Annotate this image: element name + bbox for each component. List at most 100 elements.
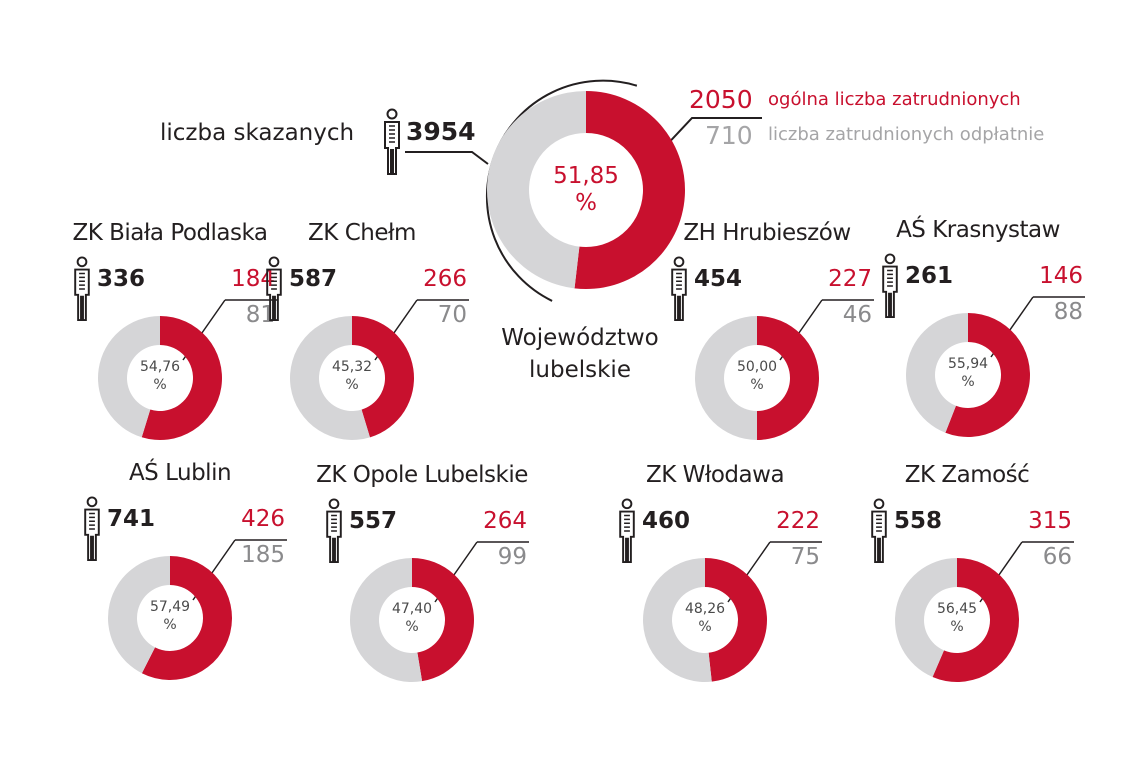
percent-unit: %: [405, 619, 419, 635]
facility-unit: ZK Biała Podlaska 336 184 81 54,76%: [55, 220, 285, 450]
donut-chart: [108, 556, 232, 680]
person-icon: [323, 498, 345, 564]
legend-employed: ogólna liczba zatrudnionych: [768, 89, 1021, 110]
percent-value: 56,45: [936, 601, 978, 617]
convicted-count: 460: [642, 508, 691, 534]
donut-slice-employed: [705, 558, 768, 682]
donut-chart: [290, 316, 414, 440]
percent-unit: %: [345, 377, 359, 393]
percent-value: 57,49: [149, 599, 191, 615]
convicted-count: 587: [289, 266, 338, 292]
paid-count: 99: [497, 544, 527, 570]
person-icon: [868, 498, 890, 564]
facility-name: ZK Opole Lubelskie: [316, 462, 528, 488]
percent-unit: %: [698, 619, 712, 635]
donut-slice-rest: [643, 558, 712, 682]
facility-unit: AŚ Krasnystaw 261 146 88 55,94%: [863, 217, 1093, 447]
paid-count: 66: [1042, 544, 1072, 570]
percent-unit: %: [950, 619, 964, 635]
convicted-count: 454: [694, 266, 743, 292]
person-icon: [263, 256, 285, 322]
person-icon: [71, 256, 93, 322]
percent-value: 54,76: [139, 359, 181, 375]
donut-chart: [694, 316, 819, 440]
employed-count: 315: [1028, 508, 1072, 534]
donut-slice-rest: [895, 558, 957, 677]
donut-slice-employed: [352, 316, 414, 438]
person-icon: [616, 498, 638, 564]
facility-unit: ZK Opole Lubelskie 557 264 99 47,40%: [307, 462, 537, 692]
facility-name: ZK Zamość: [904, 462, 1030, 488]
convicted-count: 557: [349, 508, 398, 534]
convicted-count: 336: [97, 266, 146, 292]
main-convicted: 3954: [406, 117, 476, 146]
donut-slice-rest: [906, 313, 968, 433]
donut-chart: [350, 558, 475, 682]
employed-count: 222: [776, 508, 820, 534]
paid-count: 46: [842, 302, 872, 328]
facility-name: ZK Biała Podlaska: [72, 220, 268, 246]
donut-slice-employed: [574, 91, 685, 289]
donut-slice-employed: [757, 316, 819, 440]
paid-count: 185: [241, 542, 285, 568]
donut-chart: [98, 316, 222, 440]
percent-unit: %: [750, 377, 764, 393]
convicted-count: 261: [905, 263, 954, 289]
donut-slice-employed: [932, 558, 1019, 682]
donut-slice-rest: [486, 91, 586, 289]
legend-paid: liczba zatrudnionych odpłatnie: [768, 124, 1045, 145]
donut-slice-employed: [141, 556, 232, 680]
employed-count: 264: [483, 508, 527, 534]
donut-slice-employed: [141, 316, 222, 440]
percent-unit: %: [153, 377, 167, 393]
donut-chart: [906, 313, 1030, 437]
main-employed: 2050: [689, 85, 753, 114]
leader-convicted: [405, 151, 489, 165]
percent-value: 50,00: [736, 359, 778, 375]
convicted-count: 741: [107, 506, 156, 532]
employed-count: 426: [241, 506, 285, 532]
facility-unit: ZH Hrubieszów 454 227 46 50,00%: [652, 220, 882, 450]
person-icon: [668, 256, 690, 322]
facility-name: ZK Włodawa: [645, 462, 785, 488]
facility-name: ZH Hrubieszów: [683, 220, 851, 246]
employed-count: 266: [423, 266, 467, 292]
employed-count: 146: [1039, 263, 1083, 289]
main-paid: 710: [705, 121, 753, 150]
facility-unit: ZK Zamość 558 315 66 56,45%: [852, 462, 1082, 692]
person-icon: [879, 253, 901, 319]
donut-chart: [895, 558, 1019, 682]
paid-count: 70: [437, 302, 467, 328]
donut-slice-rest: [290, 316, 370, 440]
donut-slice-rest: [108, 556, 170, 674]
facility-name: ZK Chełm: [308, 220, 416, 246]
facility-unit: ZK Włodawa 460 222 75 48,26%: [600, 462, 830, 692]
main-donut: [486, 91, 685, 289]
region-name-line1: Województwo: [501, 325, 659, 351]
paid-count: 75: [790, 544, 820, 570]
facility-name: AŚ Lublin: [128, 460, 232, 486]
donut-slice-rest: [694, 316, 757, 440]
person-icon: [81, 496, 103, 562]
person-icon: [381, 108, 403, 176]
region-name-line2: lubelskie: [529, 357, 631, 383]
paid-count: 88: [1053, 299, 1083, 325]
percent-unit: %: [163, 617, 177, 633]
donut-slice-employed: [412, 558, 475, 682]
percent-value: 48,26: [684, 601, 726, 617]
facility-unit: AŚ Lublin 741 426 185 57,49%: [65, 460, 295, 690]
percent-unit: %: [961, 374, 975, 390]
main-percent-value: 51,85: [553, 163, 619, 189]
percent-value: 47,40: [391, 601, 433, 617]
main-percent-unit: %: [575, 190, 597, 216]
donut-slice-rest: [98, 316, 160, 438]
facility-name: AŚ Krasnystaw: [896, 217, 1060, 243]
employed-count: 227: [828, 266, 872, 292]
label-convicted: liczba skazanych: [160, 120, 355, 146]
facility-unit: ZK Chełm 587 266 70 45,32%: [247, 220, 477, 450]
percent-value: 45,32: [331, 359, 373, 375]
donut-chart: [643, 558, 768, 682]
donut-slice-employed: [945, 313, 1030, 437]
convicted-count: 558: [894, 508, 943, 534]
